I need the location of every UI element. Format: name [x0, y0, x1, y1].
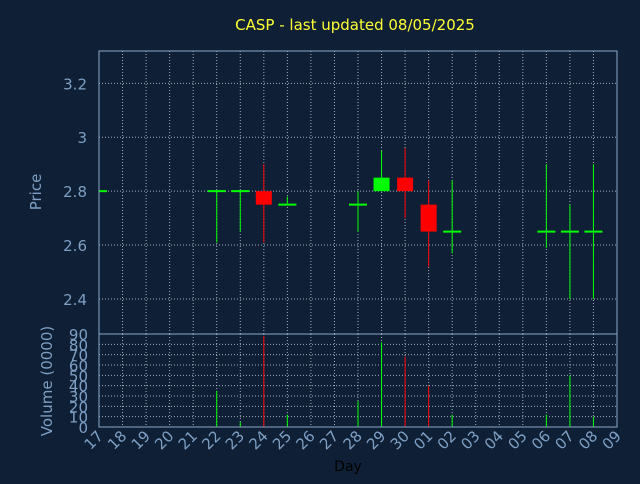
candle	[560, 204, 579, 299]
volume-tick-label: 30	[69, 388, 88, 406]
price-tick-label: 2.6	[63, 237, 87, 255]
price-tick-label: 2.8	[63, 183, 87, 201]
candle-body	[397, 177, 414, 192]
candle	[443, 180, 462, 254]
x-tick-labels: 1718192021222324252627282930010203040506…	[81, 427, 625, 453]
price-axis-title: Price	[27, 174, 45, 211]
candle-body	[420, 204, 437, 232]
volume-tick-label: 60	[69, 357, 88, 375]
candle	[207, 190, 226, 243]
candle	[420, 180, 437, 267]
volume-tick-label: 90	[69, 326, 88, 344]
chart-title: CASP - last updated 08/05/2025	[235, 16, 475, 34]
candle-body	[373, 177, 390, 192]
candle	[278, 196, 297, 206]
candle	[537, 164, 556, 248]
price-tick-label: 3	[77, 129, 87, 147]
volume-tick-label: 0	[78, 419, 88, 437]
price-tick-label: 2.4	[63, 291, 87, 309]
x-axis-title: Day	[334, 459, 362, 475]
price-tick-labels: 2.4 2.6 2.8 3 3.2	[63, 75, 87, 309]
volume-bars	[216, 336, 594, 427]
candle	[231, 190, 250, 232]
candle	[373, 150, 390, 192]
candle	[397, 148, 414, 219]
candle	[584, 164, 603, 299]
candles	[99, 148, 603, 299]
volume-tick-label: 50	[69, 367, 88, 385]
volume-tick-label: 20	[69, 398, 88, 416]
volume-tick-label: 10	[69, 409, 88, 427]
volume-tick-label: 40	[69, 378, 88, 396]
volume-panel-frame	[98, 333, 618, 428]
volume-tick-label: 70	[69, 347, 88, 365]
candle	[349, 191, 367, 232]
volume-tick-label: 80	[69, 336, 88, 354]
price-tick-label: 3.2	[63, 75, 87, 93]
candle-body	[255, 191, 272, 205]
volume-axis-title: Volume (0000)	[38, 326, 56, 436]
candle	[255, 164, 272, 243]
